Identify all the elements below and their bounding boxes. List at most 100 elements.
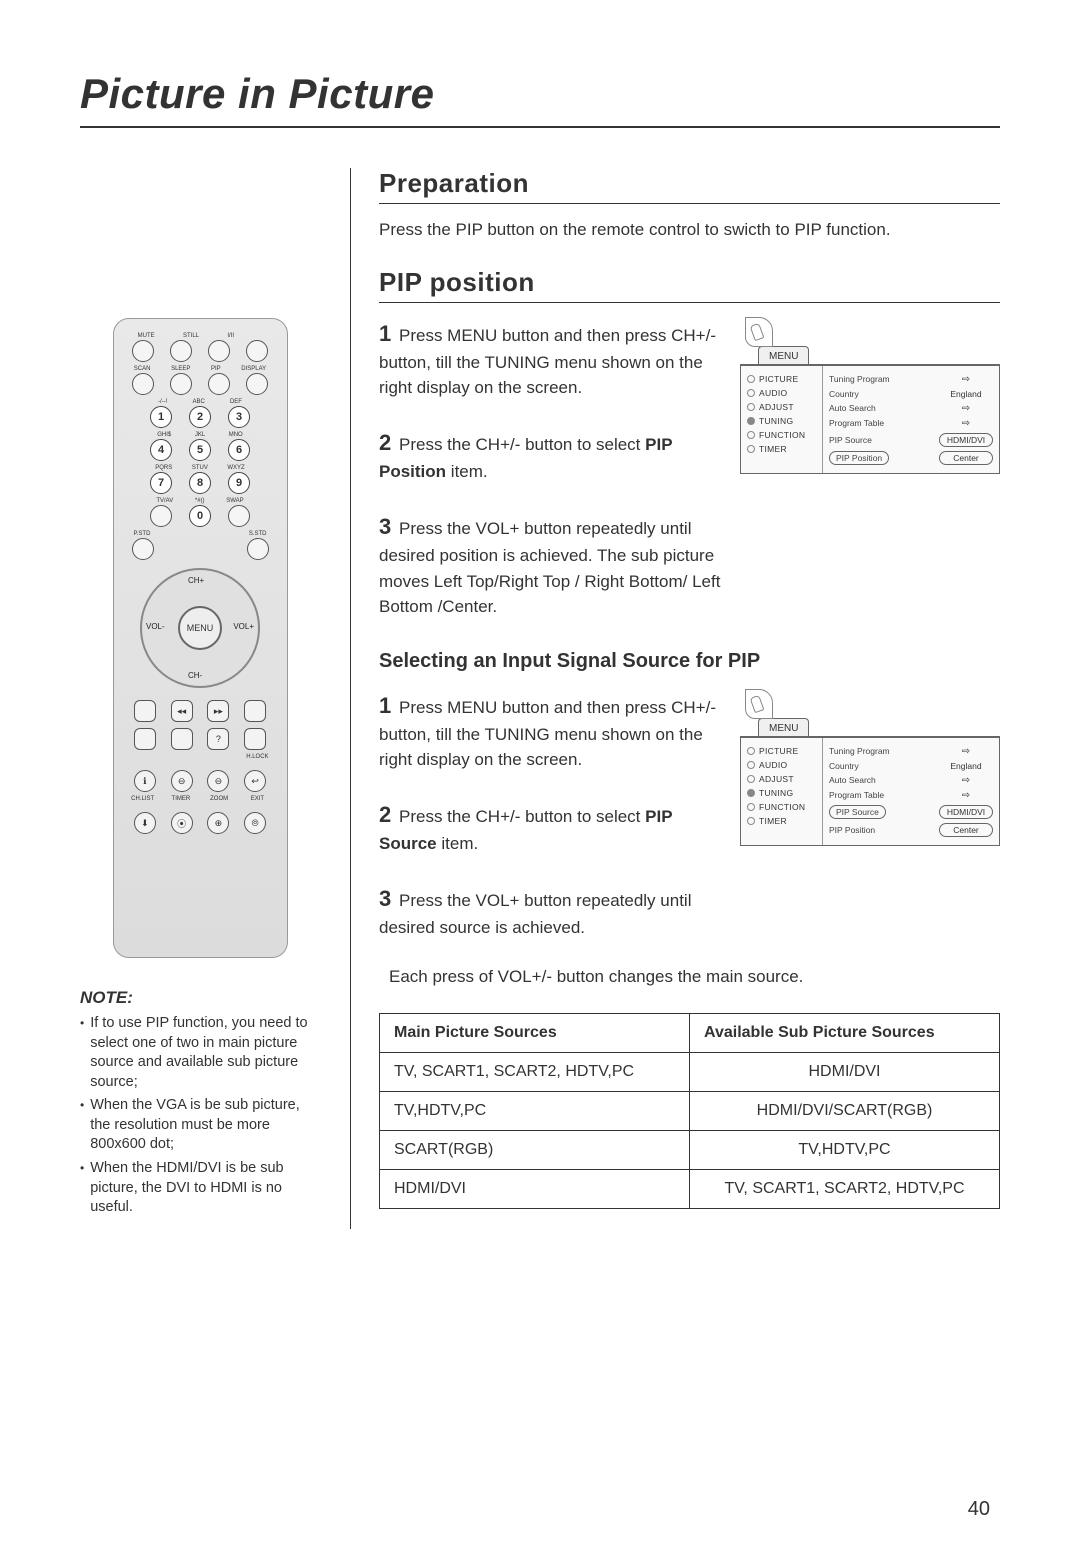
remote-button: ◂◂ [171,700,193,722]
remote-label: -/--! [158,399,167,405]
remote-button: ⬇ [134,812,156,834]
osd-left-item: FUNCTION [745,428,818,442]
remote-illustration: MUTE STILL I/II SCAN SLEEP PIP DISPLAY [113,318,288,958]
remote-menu-button: MENU [178,606,222,650]
remote-label: *#() [195,498,205,504]
remote-label: GHI$ [157,432,171,438]
step-text: Press MENU button and then press CH+/- b… [379,698,716,770]
remote-num: 2 [189,406,211,428]
remote-button [244,728,266,750]
remote-button: ⊖ [171,770,193,792]
remote-num: 8 [189,472,211,494]
osd-row: CountryEngland [829,759,993,773]
table-cell: TV,HDTV,PC [380,1092,690,1131]
remote-label: TV/AV [156,498,173,504]
osd-row: Program Table⇨ [829,416,993,431]
step-block: 1 Press MENU button and then press CH+/-… [379,317,722,620]
remote-label: ZOOM [200,796,238,802]
table-cell: TV, SCART1, SCART2, HDTV,PC [380,1053,690,1092]
osd-dot-icon [747,775,755,783]
remote-button: ⦾ [244,812,266,834]
step-text: Press MENU button and then press CH+/- b… [379,326,716,398]
osd-row: Tuning Program⇨ [829,744,993,759]
remote-num: 3 [228,406,250,428]
remote-button: ⦿ [171,812,193,834]
step-text: item. [446,462,488,481]
subsection-heading-input-source: Selecting an Input Signal Source for PIP [379,650,1000,673]
remote-button [170,340,192,362]
remote-label: H.LOCK [238,754,276,760]
osd-left-item: PICTURE [745,372,818,386]
remote-label: DISPLAY [241,366,266,372]
osd-menu-tab: MENU [758,718,809,736]
osd-row: PIP PositionCenter [829,821,993,839]
remote-label: SCAN [134,366,151,372]
remote-button: ⊕ [207,812,229,834]
remote-label: DEF [230,399,242,405]
remote-button [132,373,154,395]
remote-num: 0 [189,505,211,527]
note-heading: NOTE: [80,988,320,1008]
osd-row: Tuning Program⇨ [829,372,993,387]
remote-label: JKL [195,432,205,438]
remote-num: 1 [150,406,172,428]
table-row: TV,HDTV,PCHDMI/DVI/SCART(RGB) [380,1092,1000,1131]
table-cell: HDMI/DVI/SCART(RGB) [690,1092,1000,1131]
table-cell: TV, SCART1, SCART2, HDTV,PC [690,1170,1000,1209]
remote-label: VOL+ [233,622,254,631]
osd-dot-icon [747,431,755,439]
remote-label: STUV [192,465,208,471]
step-block: 1 Press MENU button and then press CH+/-… [379,689,722,941]
remote-button [134,728,156,750]
remote-button [244,700,266,722]
remote-label: EXIT [238,796,276,802]
remote-num: 7 [150,472,172,494]
remote-button [246,373,268,395]
remote-button [134,700,156,722]
table-cell: SCART(RGB) [380,1131,690,1170]
title-rule [80,126,1000,128]
remote-button [170,373,192,395]
osd-dot-icon [747,789,755,797]
remote-button: ℹ [134,770,156,792]
page-number: 40 [968,1498,990,1521]
remote-button: ▸▸ [207,700,229,722]
osd-row: PIP SourceHDMI/DVI [829,431,993,449]
osd-dot-icon [747,445,755,453]
sources-caption: Each press of VOL+/- button changes the … [389,965,1000,990]
step-text: item. [437,834,479,853]
remote-num: 5 [189,439,211,461]
remote-num: 6 [228,439,250,461]
remote-button [228,505,250,527]
osd-dot-icon [747,747,755,755]
osd-dot-icon [747,803,755,811]
osd-corner-icon [745,689,773,719]
power-icon [246,340,268,362]
step-text: Press the CH+/- button to select [399,807,645,826]
note-section: NOTE: •If to use PIP function, you need … [80,988,320,1218]
preparation-text: Press the PIP button on the remote contr… [379,218,1000,243]
sources-table: Main Picture Sources Available Sub Pictu… [379,1013,1000,1209]
osd-illustration-b: MENU PICTUREAUDIOADJUSTTUNINGFUNCTIONTIM… [740,689,1000,941]
remote-label: PIP [211,366,221,372]
osd-dot-icon [747,817,755,825]
remote-button [132,340,154,362]
osd-left-item: TIMER [745,814,818,828]
remote-label: WXYZ [227,465,244,471]
remote-label: SWAP [226,498,243,504]
remote-num: 4 [150,439,172,461]
osd-dot-icon [747,761,755,769]
table-cell: HDMI/DVI [690,1053,1000,1092]
remote-label: PQRS [155,465,172,471]
remote-label: MUTE [138,333,155,339]
remote-dpad: MENU CH+ CH- VOL- VOL+ [140,568,260,688]
remote-button: ↩ [244,770,266,792]
osd-menu-tab: MENU [758,346,809,364]
section-heading-pip-position: PIP position [379,267,1000,303]
osd-illustration-a: MENU PICTUREAUDIOADJUSTTUNINGFUNCTIONTIM… [740,317,1000,620]
step-text: Press the VOL+ button repeatedly until d… [379,891,691,937]
page-title: Picture in Picture [80,70,1000,118]
osd-dot-icon [747,403,755,411]
left-column: MUTE STILL I/II SCAN SLEEP PIP DISPLAY [80,168,320,1229]
osd-row: Auto Search⇨ [829,773,993,788]
